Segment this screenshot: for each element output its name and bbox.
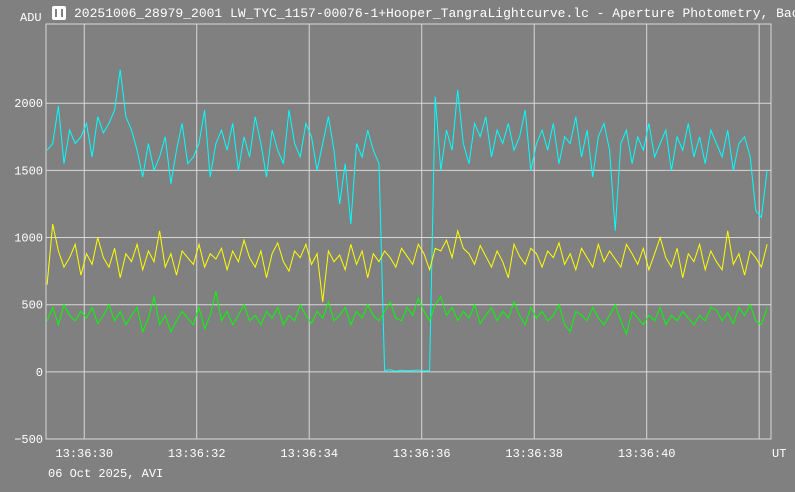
y-tick-label: 2000 <box>14 97 43 111</box>
y-tick-label: 1000 <box>14 232 43 246</box>
y-tick-label: −500 <box>14 433 43 447</box>
series-line-comparison-1 <box>46 223 768 303</box>
x-tick-label: 13:36:34 <box>280 447 338 461</box>
chart-footer: 06 Oct 2025, AVI <box>48 467 163 481</box>
x-tick-label: 13:36:36 <box>393 447 451 461</box>
x-axis-label: UT <box>772 447 786 461</box>
y-tick-label: 0 <box>36 366 43 380</box>
x-tick-label: 13:36:30 <box>55 447 113 461</box>
x-tick-label: 13:36:32 <box>168 447 226 461</box>
tangra-app-icon <box>52 6 66 20</box>
series-line-target <box>46 69 768 372</box>
y-axis-label: ADU <box>20 11 42 25</box>
y-tick-label: 500 <box>21 299 43 313</box>
y-tick-label: 1500 <box>14 164 43 178</box>
window-title-bar: 20251006_28979_2001 LW_TYC_1157-00076-1+… <box>52 4 795 22</box>
x-tick-label: 13:36:40 <box>618 447 676 461</box>
x-tick-label: 13:36:38 <box>505 447 563 461</box>
series-line-comparison-2 <box>46 291 768 336</box>
plot-area-border <box>45 23 772 440</box>
window-title: 20251006_28979_2001 LW_TYC_1157-00076-1+… <box>74 5 795 21</box>
